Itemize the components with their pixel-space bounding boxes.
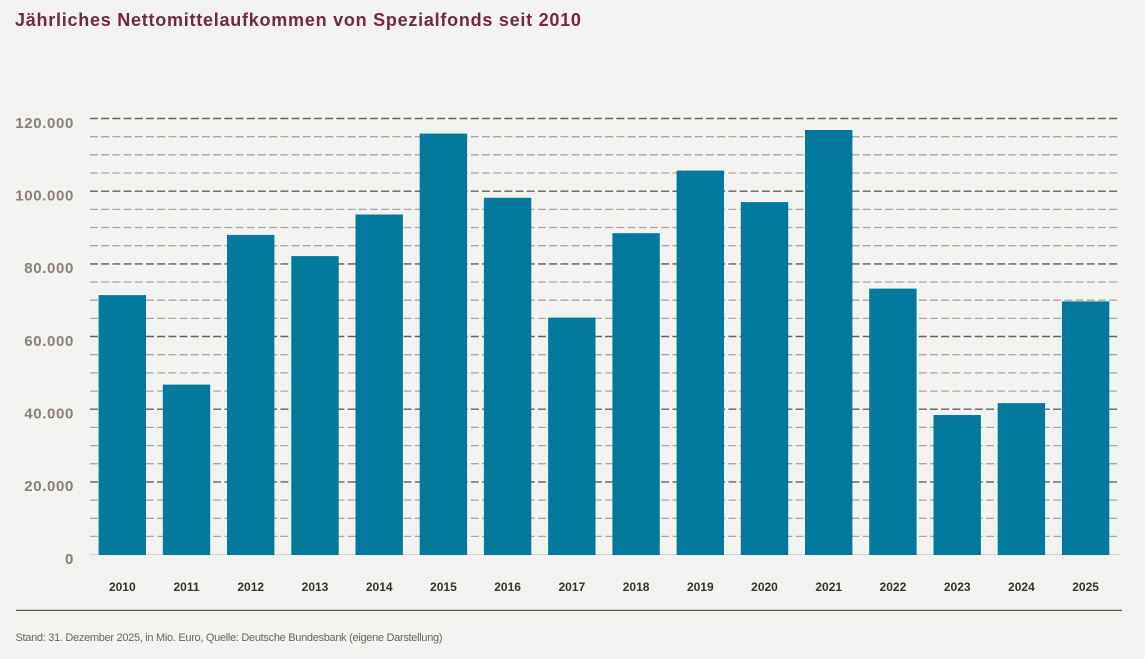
- svg-text:2019: 2019: [687, 580, 714, 594]
- svg-text:2024: 2024: [1008, 580, 1035, 594]
- svg-text:2010: 2010: [109, 580, 136, 594]
- svg-text:20.000: 20.000: [24, 478, 74, 495]
- svg-text:60.000: 60.000: [24, 333, 74, 350]
- svg-text:2014: 2014: [366, 580, 393, 594]
- svg-text:2023: 2023: [944, 580, 971, 594]
- svg-text:2018: 2018: [623, 580, 650, 594]
- svg-text:2017: 2017: [558, 580, 585, 594]
- svg-text:Stand: 31. Dezember 2025, in M: Stand: 31. Dezember 2025, in Mio. Euro, …: [16, 632, 443, 644]
- svg-text:2015: 2015: [430, 580, 457, 594]
- svg-text:2012: 2012: [237, 580, 264, 594]
- svg-text:2025: 2025: [1072, 580, 1099, 594]
- svg-text:2022: 2022: [880, 580, 907, 594]
- svg-text:120.000: 120.000: [15, 115, 74, 132]
- svg-text:80.000: 80.000: [24, 260, 74, 277]
- svg-text:2011: 2011: [173, 580, 199, 594]
- svg-text:2016: 2016: [494, 580, 521, 594]
- svg-text:2021: 2021: [815, 580, 842, 594]
- svg-text:100.000: 100.000: [15, 188, 74, 205]
- svg-text:Jährliches Nettomittelaufkomme: Jährliches Nettomittelaufkommen von Spez…: [15, 10, 582, 30]
- svg-text:40.000: 40.000: [24, 406, 74, 423]
- svg-text:0: 0: [65, 551, 74, 568]
- svg-text:2020: 2020: [751, 580, 778, 594]
- svg-text:2013: 2013: [302, 580, 329, 594]
